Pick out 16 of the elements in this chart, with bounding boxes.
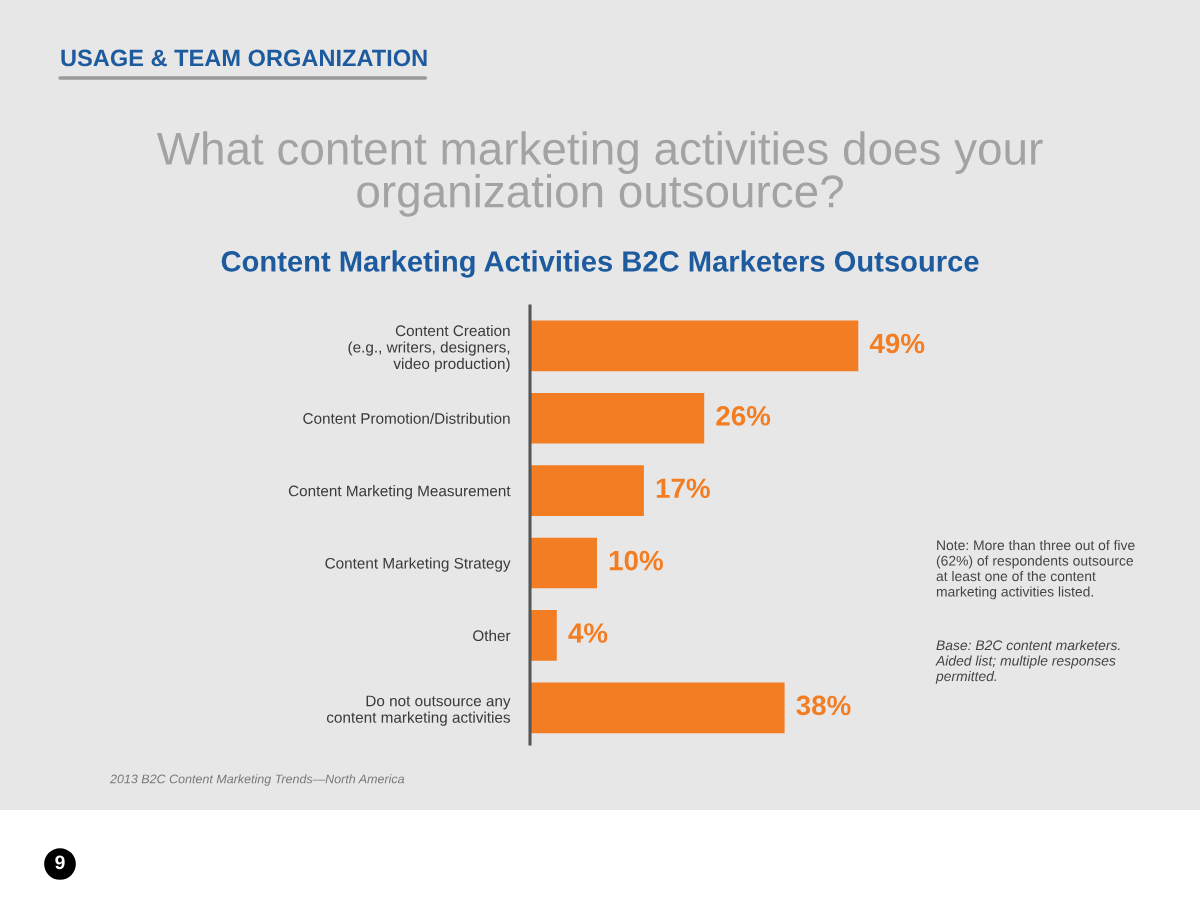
chart-title: What content marketing activities does your organization outsource? bbox=[156, 131, 1043, 217]
data-label: 49% bbox=[869, 333, 925, 354]
data-label: 4% bbox=[568, 623, 608, 643]
text: 9 bbox=[55, 855, 65, 870]
bar bbox=[530, 610, 557, 661]
bar bbox=[530, 465, 644, 516]
bar bbox=[530, 392, 705, 444]
text: USAGE & TEAM ORGANIZATION bbox=[61, 49, 427, 67]
bar bbox=[530, 682, 785, 734]
chart-subtitle: Content Marketing Activities B2C Marketers Outsource bbox=[221, 250, 979, 278]
data-label: 10% bbox=[609, 550, 663, 571]
data-label: 26% bbox=[716, 406, 771, 426]
data-label: 38% bbox=[796, 695, 851, 716]
bar bbox=[530, 320, 859, 372]
data-label: 17% bbox=[656, 478, 710, 499]
bar bbox=[530, 537, 597, 589]
